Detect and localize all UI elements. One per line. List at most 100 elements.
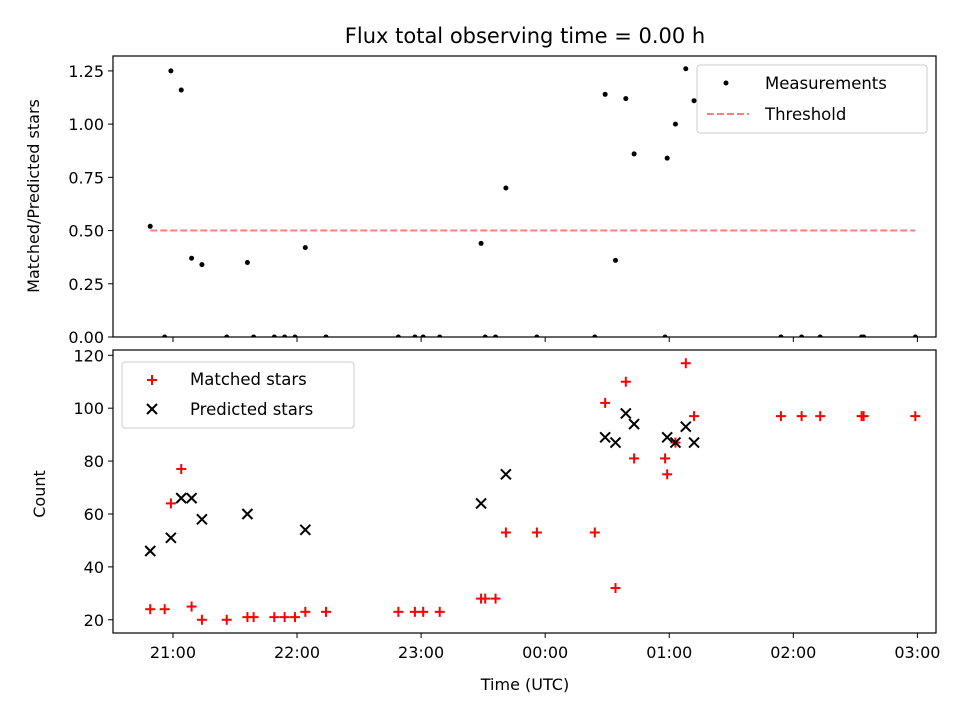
y-tick-label: 120 — [73, 346, 104, 365]
predicted-star-point — [175, 492, 187, 504]
measurement-point — [861, 334, 867, 337]
plot-area — [147, 66, 918, 337]
measurement-point — [168, 68, 174, 74]
legend-label-predicted: Predicted stars — [190, 400, 313, 419]
legend-marker-matched — [147, 375, 157, 385]
x-tick-label: 01:00 — [646, 643, 692, 662]
y-tick-label: 40 — [84, 558, 104, 577]
measurement-point — [292, 334, 298, 337]
matched-star-point — [186, 601, 197, 612]
measurement-point — [478, 240, 484, 246]
predicted-star-point — [241, 508, 254, 520]
predicted-star-point — [196, 513, 208, 525]
measurement-point — [395, 334, 401, 337]
measurement-point — [271, 334, 277, 337]
matched-star-point — [490, 593, 501, 604]
predicted-star-point — [620, 407, 632, 420]
measurement-point — [683, 66, 689, 72]
x-tick-label: 21:00 — [150, 643, 196, 662]
measurement-point — [412, 334, 418, 337]
matched-star-point — [531, 527, 542, 538]
measurement-point — [199, 262, 205, 268]
y-tick-label: 1.25 — [68, 62, 104, 81]
axes-frame — [112, 349, 937, 634]
plot-area — [144, 358, 921, 625]
x-axis-label: Time (UTC) — [480, 675, 569, 694]
x-tick-label: 23:00 — [398, 643, 444, 662]
measurement-point — [244, 259, 250, 265]
matched-star-point — [796, 411, 807, 422]
bottom-y-axis-label: Count — [30, 470, 49, 518]
measurement-point — [323, 334, 329, 337]
x-tick-label: 02:00 — [770, 643, 816, 662]
measurement-point — [162, 334, 168, 337]
measurement-point — [602, 91, 608, 97]
matched-star-point — [629, 453, 640, 464]
measurement-point — [799, 334, 805, 337]
top-panel: 0.00 0.25 0.50 0.75 1.00 1.25 — [68, 55, 937, 347]
measurement-point — [623, 96, 629, 102]
top-y-axis-label: Matched/Predicted stars — [24, 99, 43, 293]
predicted-star-point — [669, 436, 682, 449]
legend-label-threshold: Threshold — [764, 105, 846, 124]
y-tick-label: 0.00 — [68, 328, 104, 347]
x-tick-label: 03:00 — [894, 643, 940, 662]
measurement-point — [482, 334, 488, 337]
measurement-point — [503, 185, 509, 191]
measurement-point — [534, 334, 540, 337]
predicted-star-point — [500, 468, 512, 481]
y-tick-label: 0.75 — [68, 168, 104, 187]
matched-star-point — [320, 606, 331, 617]
matched-star-point — [418, 606, 429, 617]
y-tick-label: 80 — [84, 452, 104, 471]
measurement-point — [612, 257, 618, 263]
measurement-point — [282, 334, 288, 337]
axes-frame — [112, 55, 937, 338]
measurement-point — [189, 255, 195, 261]
legend-label-measurements: Measurements — [765, 74, 887, 93]
predicted-star-point — [475, 497, 487, 510]
matched-star-point — [500, 527, 511, 538]
matched-star-point — [662, 469, 673, 480]
bottom-panel: 20 40 60 80 100 120 21:00 22:00 23:00 00:00 01:00 0… — [73, 346, 940, 662]
measurement-point — [631, 151, 637, 157]
matched-star-point — [610, 583, 621, 594]
measurement-point — [251, 334, 257, 337]
matched-star-point — [815, 411, 826, 422]
y-tick-label: 100 — [73, 399, 104, 418]
predicted-star-point — [185, 492, 198, 504]
matched-star-point — [289, 612, 300, 623]
matched-star-point — [221, 614, 232, 625]
y-tick-label: 1.00 — [68, 115, 104, 134]
measurement-point — [147, 223, 153, 229]
measurement-point — [664, 155, 670, 161]
y-tick-label: 20 — [84, 611, 104, 630]
predicted-star-point — [165, 532, 177, 544]
legend-label-matched: Matched stars — [190, 370, 307, 389]
matched-star-point — [775, 411, 786, 422]
measurement-point — [592, 334, 598, 337]
predicted-star-point — [628, 418, 640, 430]
predicted-star-point — [144, 545, 156, 557]
predicted-star-point — [599, 431, 611, 443]
measurement-point — [437, 334, 443, 337]
measurement-point — [778, 334, 784, 337]
matched-star-point — [620, 376, 631, 387]
measurement-point — [912, 334, 918, 337]
legend-marker-measurements — [723, 80, 729, 86]
measurement-point — [662, 334, 668, 337]
matched-star-point — [393, 606, 404, 617]
matched-star-point — [600, 397, 611, 408]
legend-marker-predicted — [146, 403, 158, 415]
measurement-point — [691, 98, 697, 104]
matched-star-point — [196, 614, 207, 625]
matched-star-point — [300, 606, 311, 617]
matched-star-point — [660, 453, 671, 464]
y-tick-label: 0.25 — [68, 275, 104, 294]
y-tick-label: 60 — [84, 505, 104, 524]
matched-star-point — [145, 604, 156, 615]
matched-star-point — [589, 527, 600, 538]
predicted-star-point — [609, 436, 622, 449]
top-legend: Measurements Threshold — [696, 64, 928, 134]
